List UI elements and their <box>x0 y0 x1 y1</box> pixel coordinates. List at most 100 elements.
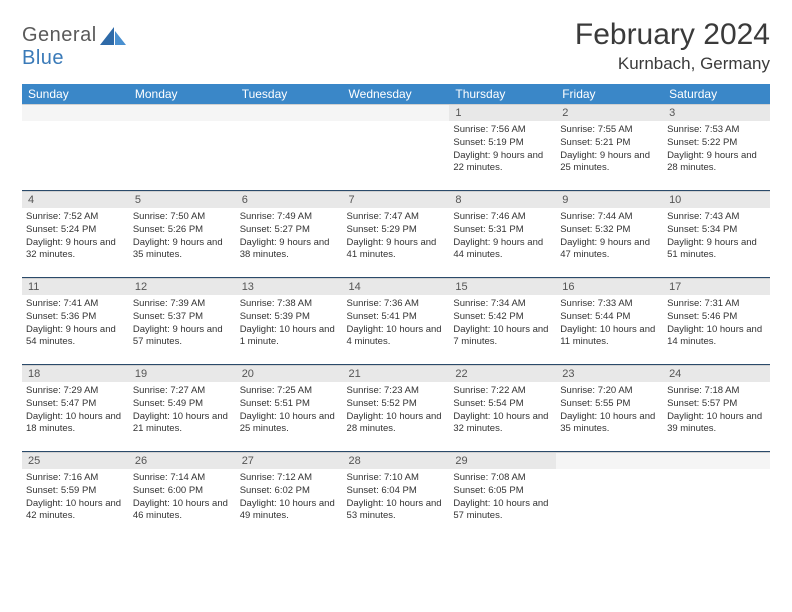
week-row: 1Sunrise: 7:56 AMSunset: 5:19 PMDaylight… <box>22 104 770 190</box>
day-body: Sunrise: 7:29 AMSunset: 5:47 PMDaylight:… <box>22 382 129 439</box>
day-body: Sunrise: 7:56 AMSunset: 5:19 PMDaylight:… <box>449 121 556 178</box>
day-cell: 24Sunrise: 7:18 AMSunset: 5:57 PMDayligh… <box>663 365 770 451</box>
day-cell: 16Sunrise: 7:33 AMSunset: 5:44 PMDayligh… <box>556 278 663 364</box>
daynum-band: 21 <box>343 365 450 382</box>
daynum-band-empty <box>236 104 343 121</box>
day-body: Sunrise: 7:52 AMSunset: 5:24 PMDaylight:… <box>22 208 129 265</box>
daynum-band: 25 <box>22 452 129 469</box>
brand-name-b: Blue <box>22 47 64 69</box>
day-body: Sunrise: 7:47 AMSunset: 5:29 PMDaylight:… <box>343 208 450 265</box>
daynum-band-empty <box>556 452 663 469</box>
daynum-band: 5 <box>129 191 236 208</box>
day-cell <box>663 452 770 538</box>
day-body: Sunrise: 7:16 AMSunset: 5:59 PMDaylight:… <box>22 469 129 526</box>
daynum-band: 26 <box>129 452 236 469</box>
day-cell: 4Sunrise: 7:52 AMSunset: 5:24 PMDaylight… <box>22 191 129 277</box>
week-row: 4Sunrise: 7:52 AMSunset: 5:24 PMDaylight… <box>22 191 770 277</box>
day-cell: 13Sunrise: 7:38 AMSunset: 5:39 PMDayligh… <box>236 278 343 364</box>
daynum-band: 14 <box>343 278 450 295</box>
day-body: Sunrise: 7:27 AMSunset: 5:49 PMDaylight:… <box>129 382 236 439</box>
day-cell: 17Sunrise: 7:31 AMSunset: 5:46 PMDayligh… <box>663 278 770 364</box>
daynum-band-empty <box>129 104 236 121</box>
dow-sat: Saturday <box>663 84 770 104</box>
day-cell <box>129 104 236 190</box>
day-cell: 1Sunrise: 7:56 AMSunset: 5:19 PMDaylight… <box>449 104 556 190</box>
day-cell: 9Sunrise: 7:44 AMSunset: 5:32 PMDaylight… <box>556 191 663 277</box>
day-body: Sunrise: 7:18 AMSunset: 5:57 PMDaylight:… <box>663 382 770 439</box>
day-cell: 10Sunrise: 7:43 AMSunset: 5:34 PMDayligh… <box>663 191 770 277</box>
day-body: Sunrise: 7:36 AMSunset: 5:41 PMDaylight:… <box>343 295 450 352</box>
daynum-band: 3 <box>663 104 770 121</box>
day-cell: 23Sunrise: 7:20 AMSunset: 5:55 PMDayligh… <box>556 365 663 451</box>
daynum-band-empty <box>22 104 129 121</box>
day-cell: 18Sunrise: 7:29 AMSunset: 5:47 PMDayligh… <box>22 365 129 451</box>
dow-fri: Friday <box>556 84 663 104</box>
daynum-band: 15 <box>449 278 556 295</box>
dow-mon: Monday <box>129 84 236 104</box>
header: GeneralBlue February 2024 Kurnbach, Germ… <box>22 18 770 74</box>
day-cell: 3Sunrise: 7:53 AMSunset: 5:22 PMDaylight… <box>663 104 770 190</box>
day-body: Sunrise: 7:23 AMSunset: 5:52 PMDaylight:… <box>343 382 450 439</box>
week-row: 25Sunrise: 7:16 AMSunset: 5:59 PMDayligh… <box>22 452 770 538</box>
day-cell: 5Sunrise: 7:50 AMSunset: 5:26 PMDaylight… <box>129 191 236 277</box>
day-body: Sunrise: 7:31 AMSunset: 5:46 PMDaylight:… <box>663 295 770 352</box>
day-cell <box>556 452 663 538</box>
daynum-band: 10 <box>663 191 770 208</box>
sail-icon <box>100 27 126 45</box>
daynum-band: 8 <box>449 191 556 208</box>
day-cell <box>343 104 450 190</box>
daynum-band: 20 <box>236 365 343 382</box>
daynum-band: 4 <box>22 191 129 208</box>
daynum-band: 22 <box>449 365 556 382</box>
daynum-band: 7 <box>343 191 450 208</box>
daynum-band: 9 <box>556 191 663 208</box>
day-cell: 29Sunrise: 7:08 AMSunset: 6:05 PMDayligh… <box>449 452 556 538</box>
day-cell: 15Sunrise: 7:34 AMSunset: 5:42 PMDayligh… <box>449 278 556 364</box>
day-body: Sunrise: 7:53 AMSunset: 5:22 PMDaylight:… <box>663 121 770 178</box>
day-cell: 26Sunrise: 7:14 AMSunset: 6:00 PMDayligh… <box>129 452 236 538</box>
dow-sun: Sunday <box>22 84 129 104</box>
day-body: Sunrise: 7:49 AMSunset: 5:27 PMDaylight:… <box>236 208 343 265</box>
day-cell: 8Sunrise: 7:46 AMSunset: 5:31 PMDaylight… <box>449 191 556 277</box>
location-label: Kurnbach, Germany <box>575 54 770 74</box>
daynum-band: 13 <box>236 278 343 295</box>
day-body: Sunrise: 7:33 AMSunset: 5:44 PMDaylight:… <box>556 295 663 352</box>
daynum-band: 18 <box>22 365 129 382</box>
day-body: Sunrise: 7:14 AMSunset: 6:00 PMDaylight:… <box>129 469 236 526</box>
day-body: Sunrise: 7:41 AMSunset: 5:36 PMDaylight:… <box>22 295 129 352</box>
day-cell: 22Sunrise: 7:22 AMSunset: 5:54 PMDayligh… <box>449 365 556 451</box>
day-body: Sunrise: 7:38 AMSunset: 5:39 PMDaylight:… <box>236 295 343 352</box>
daynum-band: 19 <box>129 365 236 382</box>
day-body: Sunrise: 7:43 AMSunset: 5:34 PMDaylight:… <box>663 208 770 265</box>
day-body: Sunrise: 7:55 AMSunset: 5:21 PMDaylight:… <box>556 121 663 178</box>
day-cell: 21Sunrise: 7:23 AMSunset: 5:52 PMDayligh… <box>343 365 450 451</box>
daynum-band: 28 <box>343 452 450 469</box>
brand-logo: GeneralBlue <box>22 18 126 70</box>
week-row: 11Sunrise: 7:41 AMSunset: 5:36 PMDayligh… <box>22 278 770 364</box>
brand-name: GeneralBlue <box>22 24 126 70</box>
day-body: Sunrise: 7:39 AMSunset: 5:37 PMDaylight:… <box>129 295 236 352</box>
day-cell <box>22 104 129 190</box>
daynum-band: 24 <box>663 365 770 382</box>
daynum-band-empty <box>343 104 450 121</box>
brand-name-a: General <box>22 24 97 46</box>
title-block: February 2024 Kurnbach, Germany <box>575 18 770 74</box>
day-cell <box>236 104 343 190</box>
day-cell: 25Sunrise: 7:16 AMSunset: 5:59 PMDayligh… <box>22 452 129 538</box>
day-cell: 27Sunrise: 7:12 AMSunset: 6:02 PMDayligh… <box>236 452 343 538</box>
daynum-band: 27 <box>236 452 343 469</box>
daynum-band: 12 <box>129 278 236 295</box>
day-body: Sunrise: 7:12 AMSunset: 6:02 PMDaylight:… <box>236 469 343 526</box>
day-body: Sunrise: 7:20 AMSunset: 5:55 PMDaylight:… <box>556 382 663 439</box>
day-body: Sunrise: 7:25 AMSunset: 5:51 PMDaylight:… <box>236 382 343 439</box>
day-cell: 6Sunrise: 7:49 AMSunset: 5:27 PMDaylight… <box>236 191 343 277</box>
day-cell: 2Sunrise: 7:55 AMSunset: 5:21 PMDaylight… <box>556 104 663 190</box>
day-body: Sunrise: 7:50 AMSunset: 5:26 PMDaylight:… <box>129 208 236 265</box>
dow-row: Sunday Monday Tuesday Wednesday Thursday… <box>22 84 770 104</box>
calendar-table: Sunday Monday Tuesday Wednesday Thursday… <box>22 84 770 538</box>
day-cell: 28Sunrise: 7:10 AMSunset: 6:04 PMDayligh… <box>343 452 450 538</box>
day-body: Sunrise: 7:10 AMSunset: 6:04 PMDaylight:… <box>343 469 450 526</box>
day-cell: 19Sunrise: 7:27 AMSunset: 5:49 PMDayligh… <box>129 365 236 451</box>
day-body: Sunrise: 7:46 AMSunset: 5:31 PMDaylight:… <box>449 208 556 265</box>
daynum-band: 6 <box>236 191 343 208</box>
